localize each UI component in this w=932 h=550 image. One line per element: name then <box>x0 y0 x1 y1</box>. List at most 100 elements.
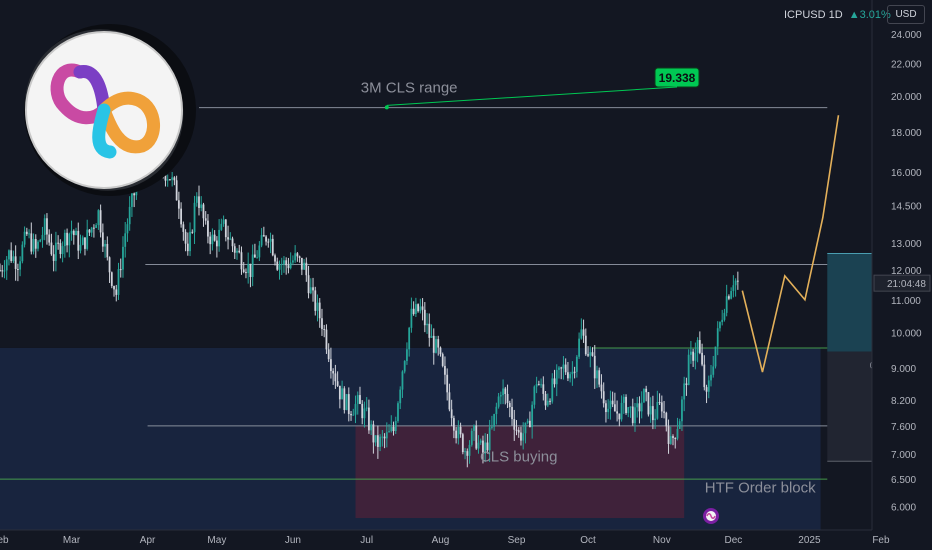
candle-body <box>88 229 91 233</box>
candle-body <box>513 419 516 430</box>
candle-body <box>28 233 30 235</box>
currency-button[interactable]: USD <box>887 5 925 24</box>
candle-body <box>598 370 601 385</box>
candle-body <box>84 237 86 249</box>
x-tick-label: Mar <box>63 535 81 546</box>
candle-body <box>517 430 520 433</box>
candle-body <box>470 430 473 445</box>
candle-body <box>347 394 350 415</box>
candle-body <box>227 237 229 240</box>
event-marker-icon[interactable] <box>703 508 719 524</box>
candle-body <box>681 399 683 422</box>
candle-body <box>432 335 435 353</box>
x-tick-label: Feb <box>0 535 9 546</box>
candle-body <box>106 243 109 258</box>
candle-body <box>475 425 478 449</box>
candle-body <box>352 414 355 416</box>
x-tick-label: Oct <box>580 535 596 546</box>
candle-body <box>191 231 194 233</box>
candle-body <box>321 318 323 330</box>
x-tick-label: May <box>207 535 226 546</box>
candle-body <box>484 442 487 454</box>
candle-body <box>10 250 13 261</box>
candle-body <box>397 403 399 422</box>
candle-body <box>52 254 55 261</box>
candle-body <box>499 395 502 397</box>
candle-body <box>211 234 214 245</box>
candle-body <box>618 413 621 420</box>
candle-body <box>341 388 343 400</box>
candle-body <box>651 406 654 421</box>
target-arrow-line <box>386 86 678 106</box>
candle-body <box>495 406 498 415</box>
candle-body <box>616 411 619 414</box>
time-axis-panel[interactable] <box>0 530 932 550</box>
candle-body <box>674 437 677 439</box>
candle-body <box>611 400 614 405</box>
candle-body <box>383 436 386 439</box>
candle-body <box>403 360 406 372</box>
x-tick-label: Feb <box>872 535 890 546</box>
candle-body <box>77 230 80 251</box>
candle-body <box>169 179 171 181</box>
candle-body <box>354 403 357 415</box>
y-axis: 24.000 22.000 20.000 18.000 16.000 14.500 13.0… <box>873 30 931 513</box>
candle-body <box>0 270 1 272</box>
candle-body <box>629 406 632 408</box>
candle-body <box>260 235 263 246</box>
candle-body <box>359 395 361 404</box>
candle-body <box>171 177 174 180</box>
candle-body <box>381 436 384 438</box>
candle-body <box>298 256 301 258</box>
candle-body <box>59 243 62 255</box>
candle-body <box>215 240 218 247</box>
y-tick-label: 14.500 <box>891 202 922 213</box>
candle-body <box>683 383 686 400</box>
price-label-text: 21:04:48 <box>887 279 926 290</box>
candle-body <box>468 444 471 456</box>
candle-body <box>665 412 668 427</box>
candle-body <box>269 238 272 242</box>
candle-body <box>419 306 422 312</box>
y-tick-label: 7.600 <box>891 422 916 433</box>
x-tick-label: Aug <box>432 535 450 546</box>
candle-body <box>578 338 580 357</box>
candle-body <box>410 308 413 328</box>
candle-body <box>90 227 93 233</box>
candle-body <box>202 204 205 219</box>
candle-body <box>253 254 256 258</box>
candle-body <box>701 352 703 365</box>
candle-body <box>482 440 484 454</box>
price-label-box <box>873 274 931 292</box>
candle-body <box>446 374 449 393</box>
candle-body <box>591 352 594 356</box>
candle-body <box>551 378 554 402</box>
candle-body <box>719 322 721 329</box>
candle-body <box>721 319 724 323</box>
candle-body <box>238 250 241 253</box>
candle-body <box>466 451 469 456</box>
candle-body <box>567 372 569 379</box>
candle-body <box>636 403 639 408</box>
symbol-label[interactable]: ICPUSD 1D <box>784 9 843 21</box>
candle-body <box>256 257 259 259</box>
candle-body <box>417 304 420 312</box>
candle-body <box>356 395 359 404</box>
candle-body <box>455 430 458 439</box>
candle-body <box>207 220 209 237</box>
candle-body <box>93 227 95 229</box>
candle-body <box>325 329 328 350</box>
y-tick-label: 6.500 <box>891 475 916 486</box>
candle-body <box>385 432 388 439</box>
candle-body <box>305 262 308 276</box>
candle-body <box>289 262 292 269</box>
candle-body <box>86 229 89 249</box>
candle-body <box>575 356 578 372</box>
candle-body <box>448 392 451 410</box>
candle-body <box>327 349 330 360</box>
candle-body <box>544 393 547 406</box>
candle-body <box>596 370 598 379</box>
candle-body <box>705 387 708 392</box>
candle-body <box>390 426 393 432</box>
